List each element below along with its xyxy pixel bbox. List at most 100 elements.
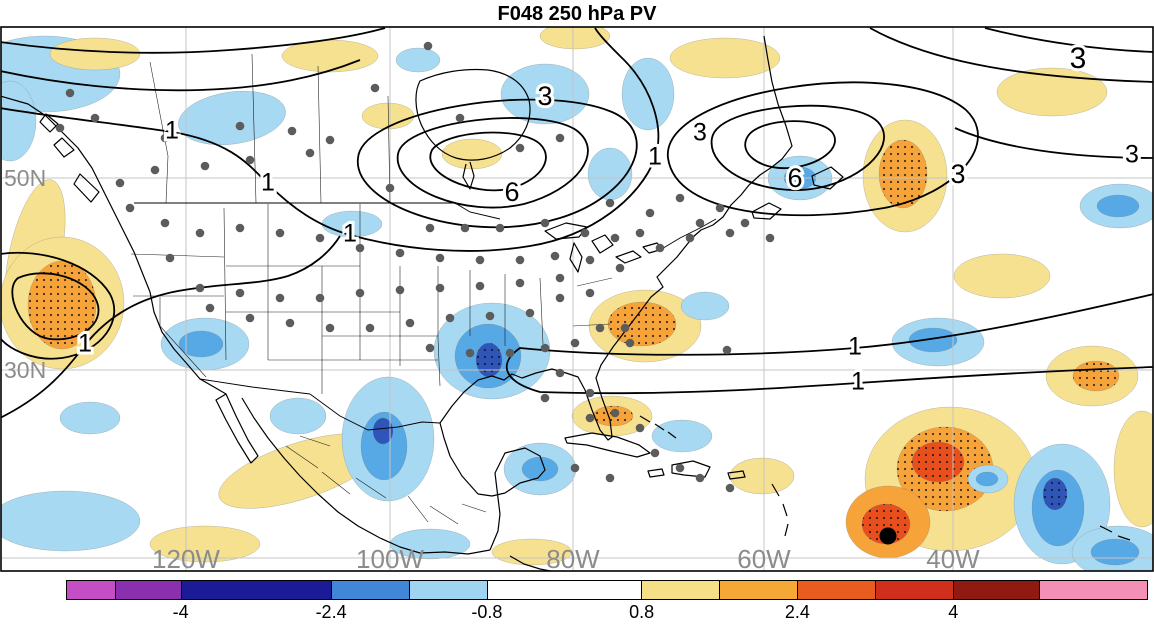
- contour-line: [869, 27, 1153, 83]
- station-dot: [540, 343, 550, 353]
- lon-label: 120W: [152, 544, 220, 572]
- contour-line: [429, 131, 547, 192]
- coastline: [748, 35, 793, 186]
- station-dot: [585, 388, 595, 398]
- country-border: [659, 218, 717, 251]
- colorbar-segment: [1040, 581, 1148, 599]
- station-dot: [715, 203, 725, 213]
- contour-line: [1, 27, 660, 252]
- station-dot: [160, 218, 170, 228]
- station-dot: [325, 323, 335, 333]
- station-dot: [115, 178, 125, 188]
- station-dot: [205, 303, 215, 313]
- station-dot: [585, 288, 595, 298]
- station-dot: [315, 293, 325, 303]
- stipple-overlay: [879, 140, 927, 208]
- coastline: [241, 397, 491, 555]
- lon-label: 80W: [546, 544, 600, 572]
- station-dot: [495, 223, 505, 233]
- station-dot: [275, 293, 285, 303]
- station-dot: [445, 313, 455, 323]
- station-dot: [610, 408, 620, 418]
- anomaly-blob: [178, 90, 286, 146]
- coastline: [771, 483, 780, 497]
- coastline: [727, 470, 746, 480]
- contour-line: [505, 293, 1153, 395]
- station-dot: [620, 323, 630, 333]
- anomaly-blob: [441, 138, 503, 170]
- anomaly-blob: [269, 397, 327, 435]
- contour-label: 1: [848, 333, 862, 361]
- contour-label: 1: [261, 169, 275, 197]
- station-dot: [287, 126, 297, 136]
- colorbar-tick-label: 0.8: [629, 602, 655, 622]
- anomaly-blob: [539, 27, 611, 50]
- anomaly-blob: [908, 327, 958, 353]
- coastline: [39, 113, 59, 133]
- station-dot: [635, 228, 645, 238]
- station-dot: [235, 223, 245, 233]
- station-dot: [505, 348, 515, 358]
- coastline: [671, 460, 711, 478]
- station-dot: [275, 228, 285, 238]
- geo-labels: 50N 30N 120W 100W 80W 60W 40W: [4, 165, 980, 572]
- colorbar-tick-labels: -4 -2.4 -0.8 0.8 2.4 4: [66, 600, 1148, 624]
- station-dot: [675, 193, 685, 203]
- station-dot: [585, 255, 595, 265]
- anomaly-blob: [1, 490, 141, 552]
- station-dots: [55, 41, 897, 545]
- station-dot: [315, 233, 325, 243]
- state-border: [437, 337, 441, 387]
- station-dot: [395, 248, 405, 258]
- colorbar-segment: [409, 581, 488, 599]
- station-dot: [515, 255, 525, 265]
- anomaly-blob: [49, 37, 141, 71]
- state-border: [407, 495, 429, 523]
- colorbar-segment: [953, 581, 1041, 599]
- anomaly-blob: [729, 457, 795, 495]
- contour-label: 3: [537, 81, 552, 111]
- station-dot: [722, 345, 732, 355]
- station-dot: [305, 148, 315, 158]
- station-dot: [695, 473, 705, 483]
- state-border: [317, 65, 322, 204]
- station-dot: [435, 253, 445, 263]
- colorbar-segment: [641, 581, 720, 599]
- coastline: [439, 422, 479, 495]
- anomaly-blob: [953, 253, 1051, 299]
- station-dot: [485, 311, 495, 321]
- station-dot: [365, 323, 375, 333]
- anomaly-blob: [996, 67, 1108, 117]
- station-dot: [245, 155, 255, 165]
- station-dot: [355, 288, 365, 298]
- station-dot: [125, 203, 135, 213]
- coastline: [1117, 535, 1131, 541]
- station-dot: [195, 228, 205, 238]
- colorbar: -4 -2.4 -0.8 0.8 2.4 4: [66, 580, 1148, 624]
- station-dot: [425, 343, 435, 353]
- coastline: [639, 415, 651, 423]
- pv-contours: [1, 27, 1153, 419]
- anomaly-blob: [149, 525, 261, 563]
- station-dot: [725, 228, 735, 238]
- contour-line: [396, 117, 589, 209]
- contour-line: [11, 272, 100, 341]
- state-border: [576, 277, 613, 287]
- station-dot: [235, 121, 245, 131]
- country-border: [199, 378, 311, 395]
- station-dot: [515, 143, 525, 153]
- contour-label: 1: [648, 143, 662, 171]
- colorbar-tick-label: 4: [948, 602, 959, 622]
- contour-label: 3: [693, 119, 707, 147]
- station-dot: [165, 253, 175, 263]
- contour-labels: 1 1 1 3 6 1 3 6 3 3 3 1 1 1: [75, 39, 1142, 399]
- lat-label: 50N: [4, 165, 46, 191]
- colorbar-segment: [487, 581, 642, 599]
- station-dot: [695, 218, 705, 228]
- station-dot: [540, 218, 550, 228]
- station-dot: [595, 323, 605, 333]
- contour-line: [1, 27, 386, 54]
- state-border: [251, 53, 257, 204]
- coastline: [53, 137, 75, 158]
- contour-line: [1, 235, 341, 419]
